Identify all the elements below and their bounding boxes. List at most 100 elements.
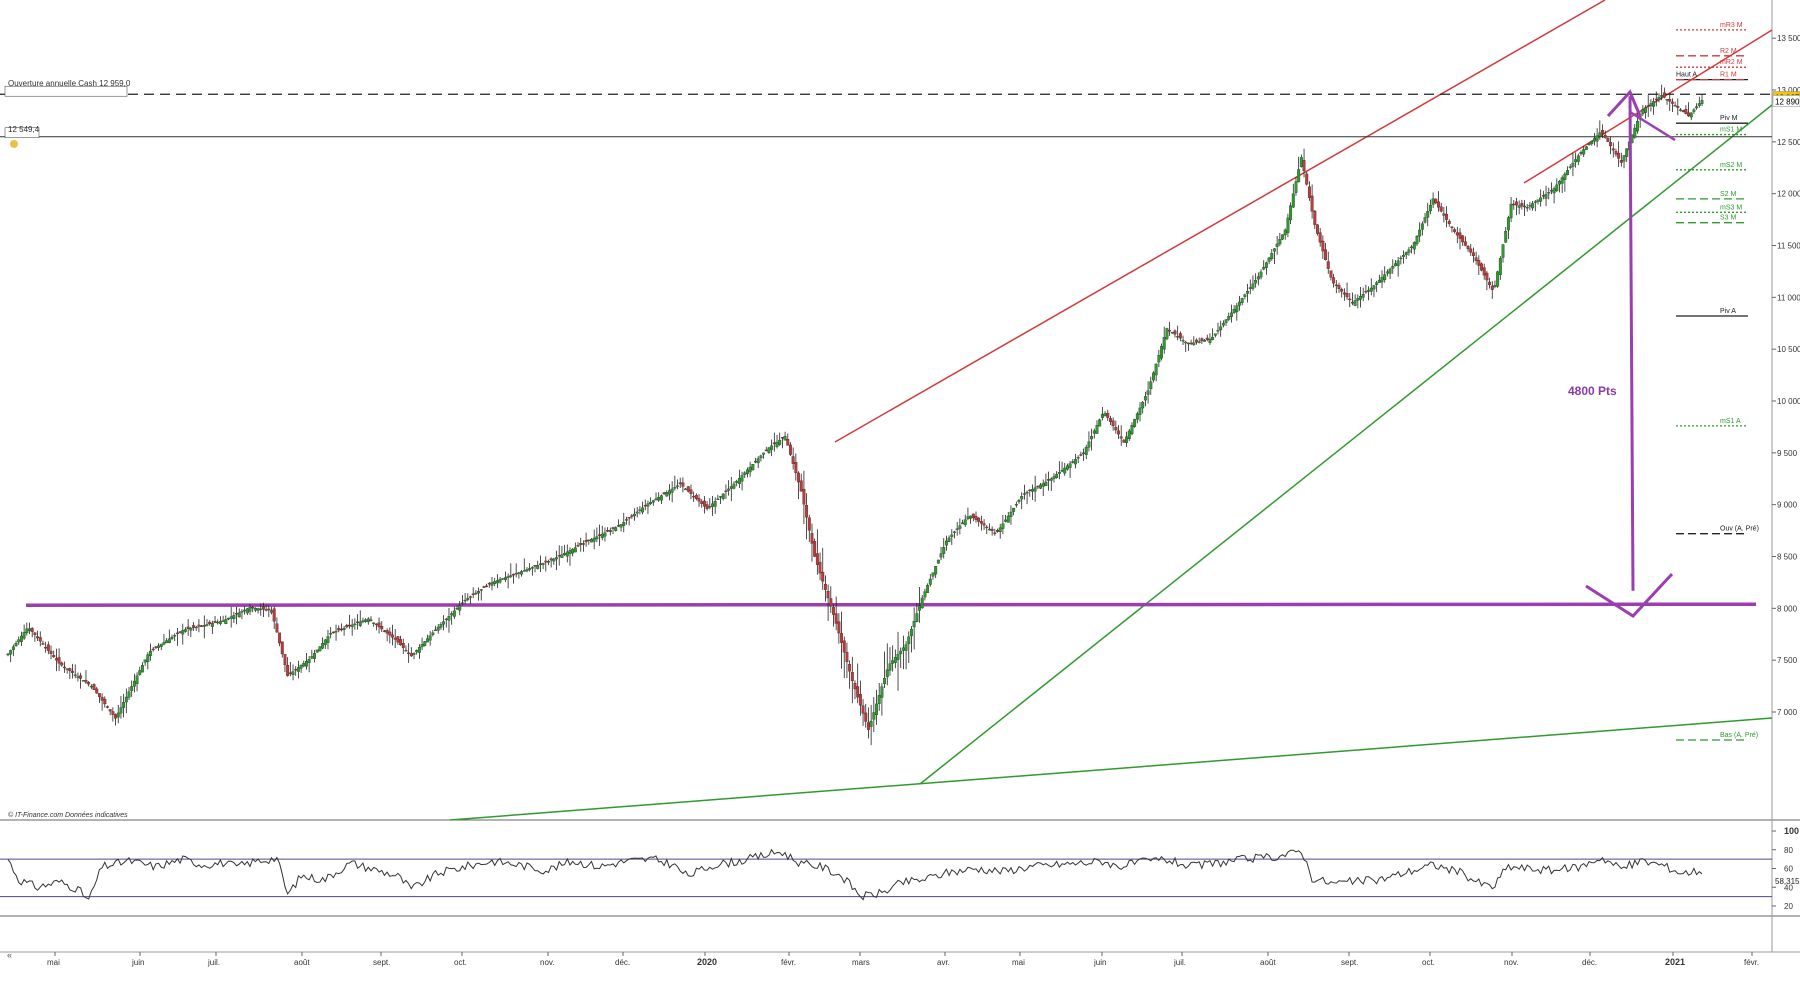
candle-body: [337, 628, 341, 631]
candle-body: [44, 647, 48, 649]
candle-body: [971, 513, 975, 518]
candle-body: [426, 638, 429, 643]
candle-body: [1523, 205, 1526, 208]
candle-body: [374, 623, 378, 626]
candle-body: [251, 606, 255, 609]
candle-body: [323, 639, 327, 645]
y-tick-label: 8 500: [1777, 553, 1798, 562]
candle-body: [412, 652, 416, 655]
candle-body: [630, 515, 634, 517]
x-tick-label: oct.: [1422, 958, 1435, 967]
candle-body: [1488, 281, 1492, 286]
candle-body: [224, 619, 228, 625]
candle-body: [538, 563, 542, 565]
candle-body: [216, 621, 220, 624]
rsi-y-tick-label: 100: [1784, 826, 1799, 836]
candle-body: [1679, 109, 1682, 111]
pivot-label: mS1 M: [1720, 127, 1742, 134]
candle-body: [1125, 436, 1129, 443]
candle-body: [30, 628, 34, 632]
candle-body: [735, 480, 739, 483]
candle-body: [600, 533, 604, 539]
candle-body: [1426, 211, 1430, 218]
candle-body: [11, 646, 15, 650]
candle-body: [576, 545, 580, 547]
candle-body: [1619, 160, 1623, 163]
candle-body: [756, 458, 760, 464]
candle-body: [1377, 279, 1381, 283]
x-tick-label: 2021: [1665, 957, 1685, 967]
candle-body: [877, 695, 881, 704]
candle-body: [899, 650, 903, 655]
candle-body: [307, 658, 311, 663]
candle-body: [256, 608, 260, 611]
candle-body: [1055, 474, 1059, 478]
scroll-left-icon[interactable]: «: [7, 950, 12, 960]
candle-body: [420, 644, 424, 648]
candle-body: [1052, 476, 1056, 479]
candle-body: [1350, 302, 1354, 304]
candle-body: [1506, 217, 1510, 231]
candle-body: [1332, 277, 1336, 284]
candle-body: [1294, 181, 1298, 193]
candle-body: [1111, 420, 1115, 427]
pivot-label: Haut A: [1676, 72, 1697, 79]
candle-body: [520, 571, 524, 575]
candle-body: [38, 637, 42, 642]
candle-body: [1531, 203, 1535, 209]
candle-body: [649, 502, 653, 504]
candle-body: [1496, 271, 1500, 287]
candle-body: [1458, 232, 1462, 239]
candle-body: [407, 652, 411, 655]
candle-body: [159, 643, 163, 647]
candle-body: [9, 650, 13, 655]
candle-body: [998, 527, 1002, 533]
candle-body: [764, 449, 768, 452]
candle-body: [668, 490, 671, 495]
candle-body: [92, 684, 96, 690]
candle-body: [1100, 413, 1104, 418]
candle-body: [1469, 248, 1473, 253]
candle-body: [740, 475, 744, 482]
candle-body: [1273, 248, 1276, 252]
candle-body: [140, 664, 144, 673]
candle-body: [990, 528, 994, 532]
x-tick-label: juil.: [207, 958, 220, 967]
candle-body: [1587, 143, 1591, 146]
candle-body: [512, 573, 515, 576]
candle-body: [1278, 239, 1282, 245]
candle-body: [1208, 338, 1212, 343]
pivot-label: mS2 M: [1720, 162, 1742, 169]
candle-body: [1133, 419, 1137, 427]
candle-body: [1246, 290, 1250, 294]
candle-body: [474, 592, 478, 595]
candle-body: [396, 636, 400, 643]
candle-body: [248, 607, 252, 612]
candle-body: [1544, 193, 1548, 199]
candle-body: [866, 722, 870, 730]
candle-body: [208, 621, 212, 625]
candle-body: [1224, 319, 1228, 323]
candle-body: [1022, 493, 1026, 495]
candle-body: [1119, 436, 1123, 439]
candle-body: [401, 643, 405, 648]
candle-body: [791, 456, 795, 464]
candle-body: [969, 515, 973, 519]
candle-body: [431, 632, 435, 635]
candle-body: [428, 635, 432, 641]
candle-body: [590, 539, 593, 543]
candle-body: [186, 626, 190, 630]
candle-body: [1141, 402, 1145, 409]
candle-body: [953, 531, 956, 533]
candle-body: [1582, 149, 1586, 155]
candle-body: [372, 622, 376, 624]
candle-body: [1364, 291, 1368, 293]
candle-body: [369, 619, 373, 621]
candle-body: [563, 553, 567, 556]
candle-body: [264, 609, 268, 611]
candle-body: [388, 631, 392, 636]
x-tick-label: août: [1260, 958, 1276, 967]
candle-body: [1676, 106, 1680, 108]
candle-body: [834, 613, 838, 624]
candle-body: [321, 643, 325, 649]
